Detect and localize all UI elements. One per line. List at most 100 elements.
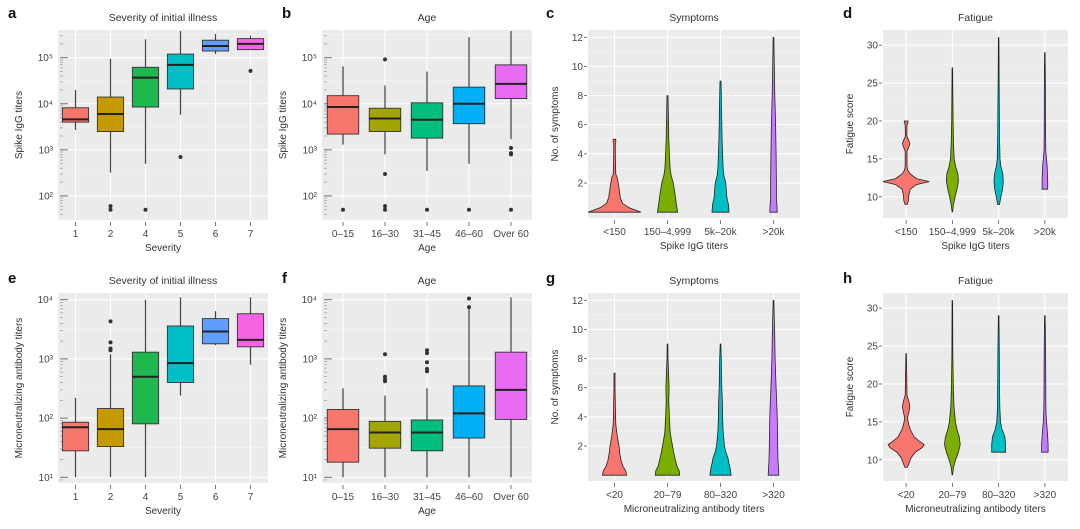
outlier-point [425,348,429,353]
panel-title: Symptoms [669,275,719,287]
outlier-point [467,207,471,212]
y-tick-label: 12 [572,33,584,44]
box-7 [236,35,265,73]
x-tick-label: 16–30 [371,492,399,503]
panel-title: Age [418,12,437,24]
x-tick-label: Over 60 [493,492,529,503]
x-tick-label: 31–45 [413,492,441,503]
y-axis-label: No. of symptoms [550,349,561,424]
box-Over 60 [494,297,528,478]
box-rect [131,66,160,108]
marks [326,296,528,478]
panel-letter: b [282,5,291,22]
x-tick-label: 150–4,999 [929,227,977,238]
outlier-point [108,207,113,212]
outlier-point [383,171,387,176]
y-tick-label: 6 [577,120,583,131]
panel-b: b Age 10² 10³ 10⁴ 10⁵ 0–15 16–30 31–45 46–60 Over … [278,5,532,254]
x-tick-label: 4 [143,492,149,503]
x-axis-label: Age [418,506,436,517]
y-tick-label: 10⁴ [302,99,317,110]
y-tick-label: 4 [577,412,583,423]
y-tick-label: 10³ [39,354,54,365]
outlier-point [383,352,387,357]
x-tick-label: 5k–20k [704,227,737,238]
x-tick-label: 7 [248,492,254,503]
y-tick-label: 10⁴ [38,295,53,306]
violin-150–4,999 [945,67,959,213]
y-tick-label: 15 [867,154,879,165]
box-7 [236,297,265,365]
x-tick-label: 5k–20k [983,227,1016,238]
y-axis: 10¹ 10² 10³ 10⁴ [302,295,332,484]
x-tick-label: <150 [895,227,918,238]
y-axis-label: Fatigue score [845,356,856,417]
box-5 [166,297,195,396]
panel-title: Fatigue [958,12,993,24]
outlier-point [425,351,429,356]
violin-5k–20k [711,80,730,213]
x-tick-label: 80–320 [982,490,1016,501]
violin->320 [767,299,780,476]
outlier-point [108,340,113,345]
box-5 [166,31,195,159]
y-axis: 10 15 20 25 30 [867,41,882,203]
marks [61,297,265,478]
panel-title: Fatigue [958,275,993,287]
panel-letter: f [282,270,288,287]
y-tick-label: 20 [867,379,879,390]
panel-e: e Severity of initial illness 10¹ 10² 10³ 10⁴… [8,270,268,517]
outlier-point [467,296,471,301]
panel-c: c Symptoms 2 4 6 8 10 12 <150 150–4,999 5k–20k >20k… [546,5,800,252]
box-rect [166,53,195,90]
outlier-point [509,152,513,157]
x-tick-label: 46–60 [455,229,483,240]
panel-a: a Severity of initial illness 10² 10³ 10⁴ 10⁵… [8,5,268,254]
y-tick-label: 2 [577,442,583,453]
panel-letter: h [843,270,852,287]
violin->20k [769,36,778,213]
y-axis-label: Spike IgG titers [278,91,289,159]
x-tick-label: 2 [108,492,114,503]
marks [326,31,528,212]
x-axis: <150 150–4,999 5k–20k >20k [603,220,785,238]
x-tick-label: 6 [213,492,219,503]
outlier-point [425,207,429,212]
y-axis-label: Microneutralizing antibody titers [278,318,289,459]
box-rect [494,351,528,420]
x-axis-label: Age [418,243,436,254]
y-axis-label: Spike IgG titers [14,91,25,159]
panel-letter: c [546,5,554,22]
y-tick-label: 4 [577,149,583,160]
box-1 [61,89,90,130]
x-tick-label: 0–15 [332,492,355,503]
y-axis: 2 4 6 8 10 12 [572,33,587,190]
box-2 [96,319,125,478]
box-2 [96,58,125,212]
x-tick-label: <20 [606,490,623,501]
box-31–45 [410,71,444,212]
y-tick-label: 10² [303,414,318,425]
outlier-point [467,305,471,310]
x-tick-label: >20k [1034,227,1057,238]
panel-title: Severity of initial illness [109,12,218,24]
y-axis-label: Fatigue score [845,93,856,154]
x-tick-label: 6 [213,229,219,240]
x-tick-label: 16–30 [371,229,399,240]
outlier-point [383,207,387,212]
outlier-point [143,207,148,212]
outlier-point [509,207,513,212]
x-axis: 1 2 4 5 6 7 [73,485,254,503]
panel-g: g Symptoms 2 4 6 8 10 12 <20 20–79 80–320 >320 Micro… [546,270,800,515]
panel-letter: e [8,270,16,287]
box-31–45 [410,348,444,478]
outlier-point [383,204,387,209]
y-tick-label: 30 [867,304,879,315]
x-tick-label: Over 60 [493,229,529,240]
box-rect [131,351,160,425]
y-axis: 10² 10³ 10⁴ 10⁵ [302,35,332,215]
box-16–30 [368,352,402,478]
x-tick-label: 7 [248,229,254,240]
box-rect [368,420,402,449]
x-tick-label: <150 [603,227,626,238]
